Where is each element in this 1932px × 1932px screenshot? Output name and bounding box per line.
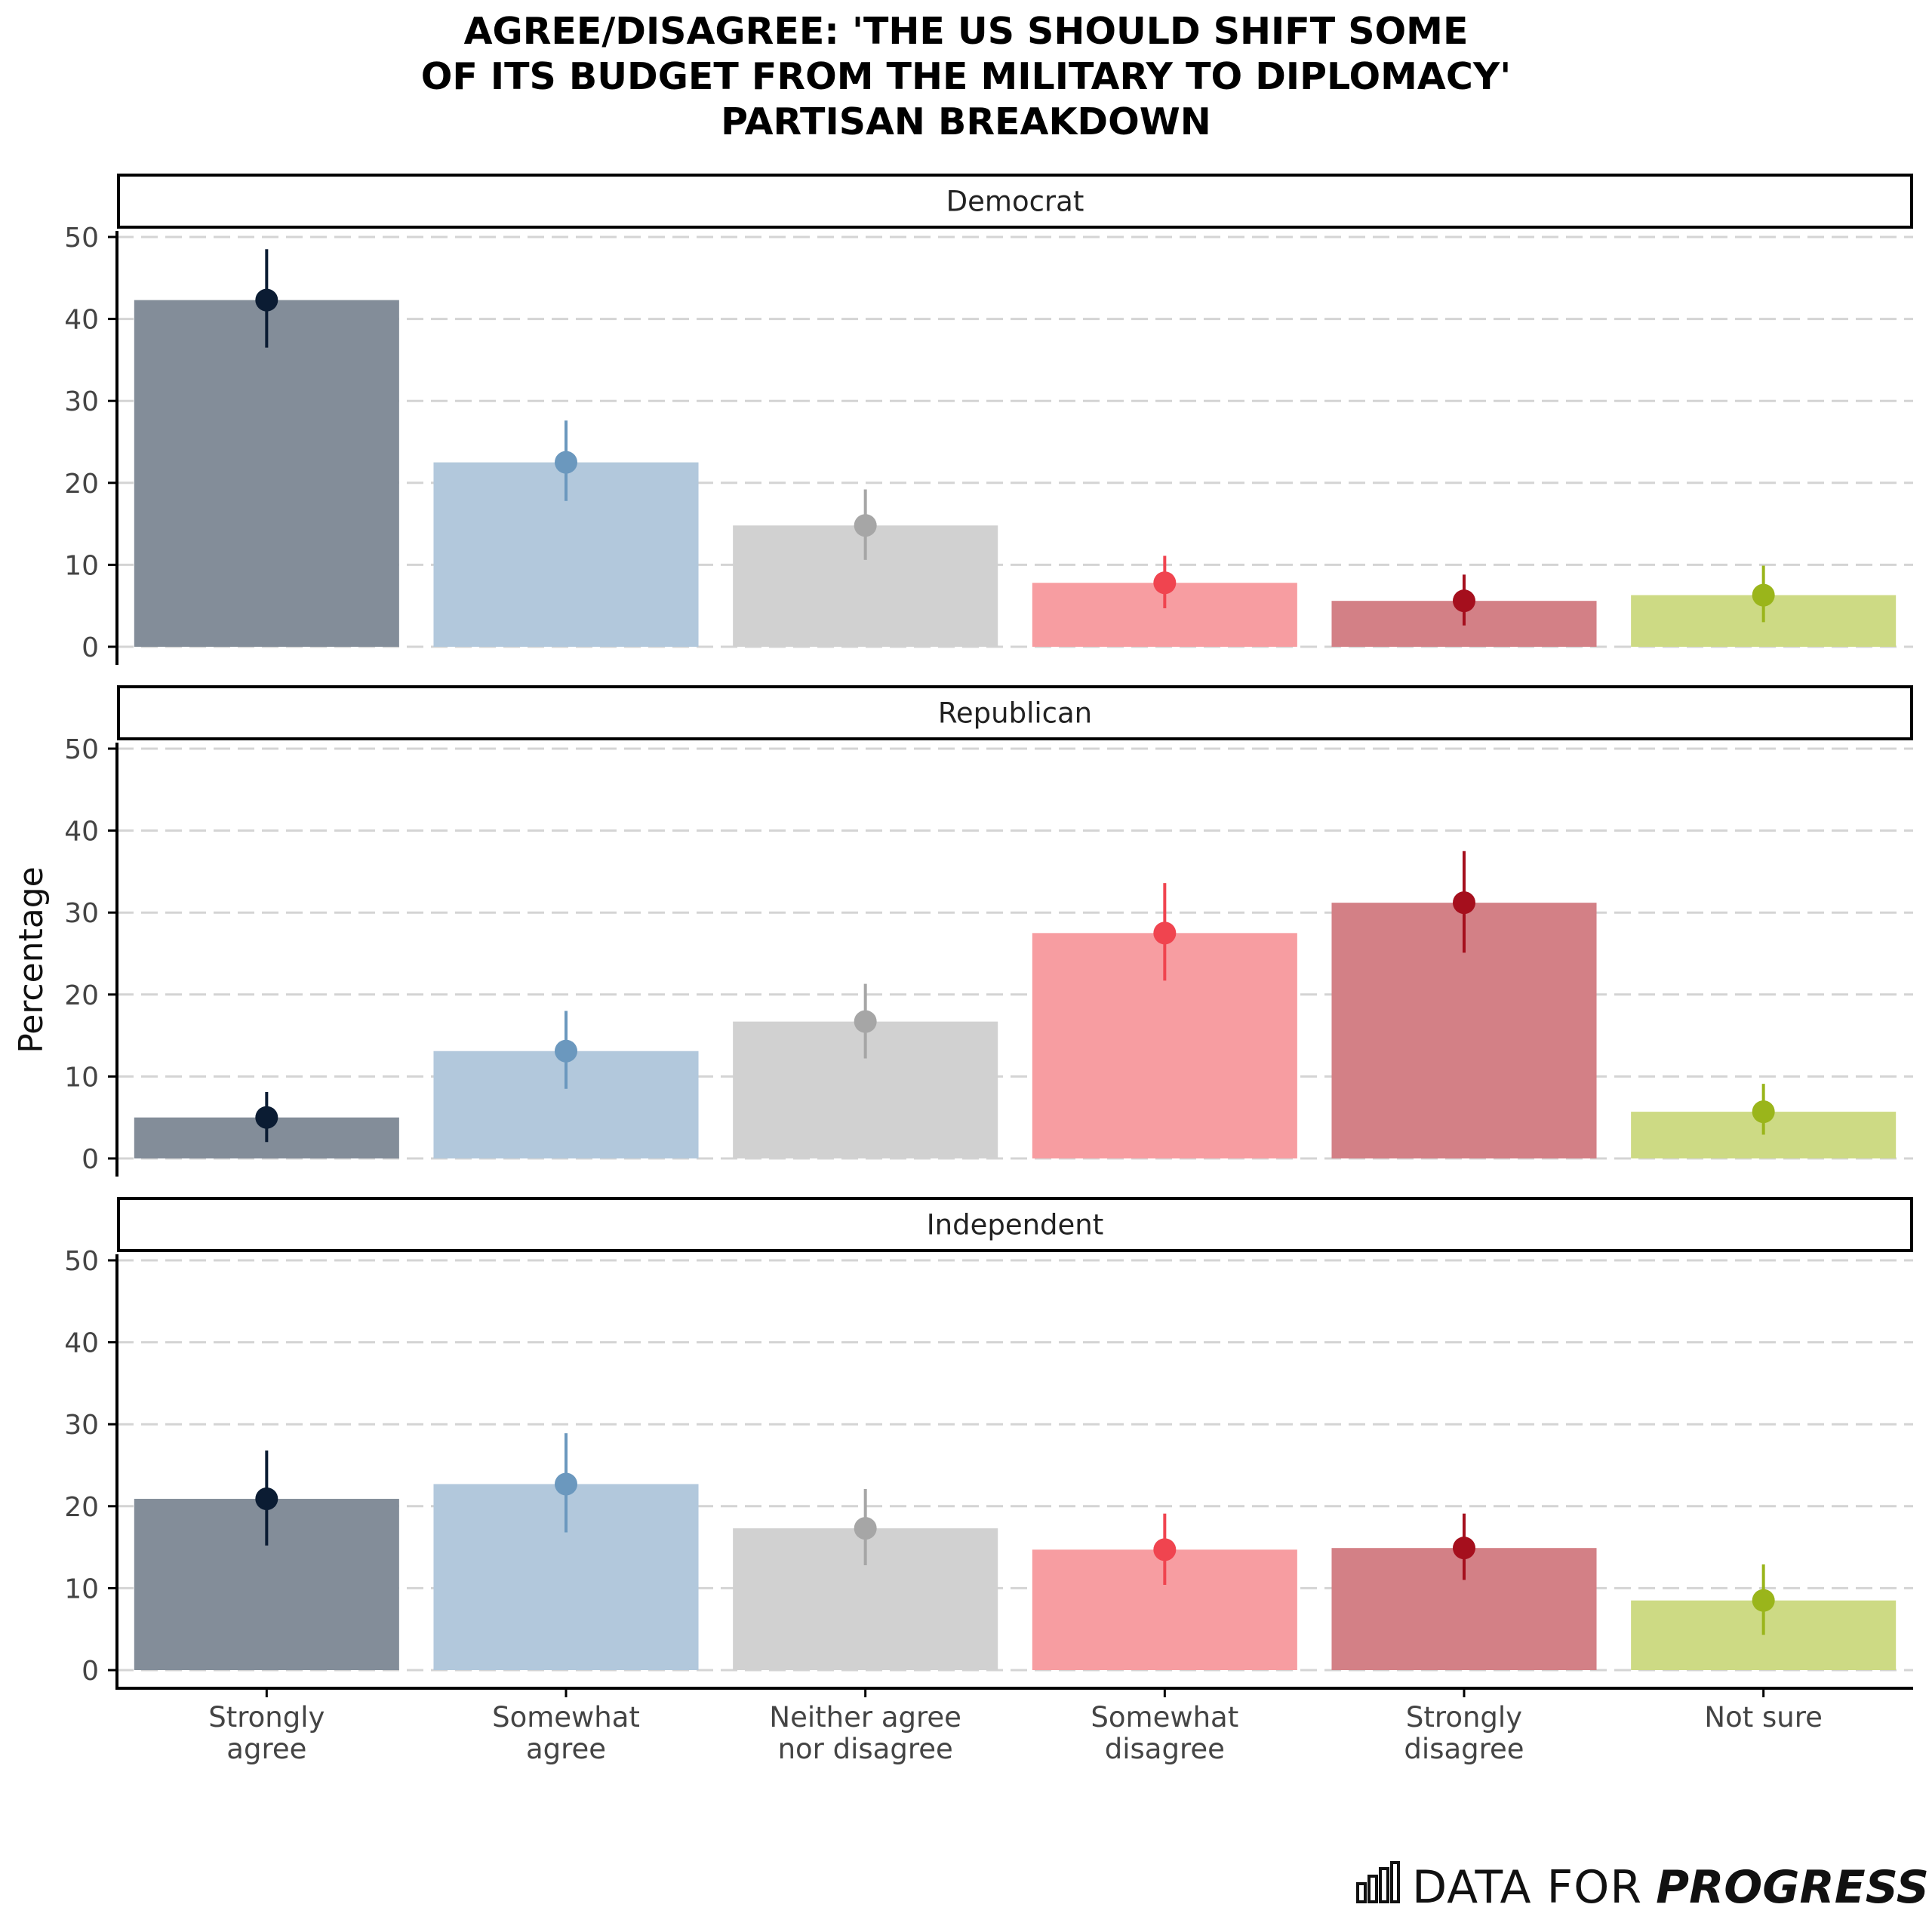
y-tick-label: 30 xyxy=(64,386,99,417)
y-tick-label: 10 xyxy=(64,1062,99,1093)
bar-chart-logo-icon xyxy=(1356,1860,1401,1915)
facet-label: Republican xyxy=(938,697,1092,730)
point xyxy=(555,1472,577,1496)
y-tick-label: 50 xyxy=(64,223,99,254)
point xyxy=(255,288,278,312)
point xyxy=(255,1106,278,1129)
y-tick-label: 10 xyxy=(64,550,99,581)
point xyxy=(1453,891,1475,915)
point xyxy=(1153,571,1177,595)
point xyxy=(255,1487,278,1511)
point xyxy=(1752,1589,1775,1612)
point xyxy=(1752,1100,1775,1124)
x-tick-label: Somewhat agree xyxy=(492,1701,640,1765)
bar xyxy=(134,300,399,647)
y-axis-title: Percentage xyxy=(12,866,51,1054)
point xyxy=(1153,921,1177,945)
point xyxy=(1153,1538,1177,1561)
facet-label: Democrat xyxy=(946,186,1084,218)
point xyxy=(555,1039,577,1063)
y-tick-label: 40 xyxy=(64,817,99,848)
y-tick-label: 50 xyxy=(64,734,99,765)
y-tick-label: 0 xyxy=(82,1144,99,1175)
x-tick-label: Not sure xyxy=(1704,1701,1822,1734)
facet-strip xyxy=(117,174,1913,229)
y-tick-label: 40 xyxy=(64,305,99,336)
brand-text-bold: PROGRESS xyxy=(1656,1861,1929,1914)
chart-title: AGREE/DISAGREE: 'THE US SHOULD SHIFT SOM… xyxy=(0,9,1932,145)
point xyxy=(1752,583,1775,607)
point xyxy=(854,514,877,537)
point xyxy=(555,451,577,474)
facet-strip xyxy=(117,685,1913,740)
y-tick-label: 30 xyxy=(64,1410,99,1441)
x-tick-label: Somewhat disagree xyxy=(1091,1701,1238,1765)
facet-strip xyxy=(117,1197,1913,1252)
y-tick-label: 10 xyxy=(64,1574,99,1604)
point xyxy=(1453,589,1475,613)
y-tick-label: 0 xyxy=(82,1656,99,1687)
y-tick-label: 20 xyxy=(64,1492,99,1523)
y-tick-label: 40 xyxy=(64,1328,99,1359)
brand-logo: DATA FOR PROGRESS xyxy=(1356,1857,1929,1918)
y-tick-label: 20 xyxy=(64,469,99,500)
y-tick-label: 0 xyxy=(82,632,99,663)
x-tick-label: Neither agree nor disagree xyxy=(769,1701,961,1765)
point xyxy=(854,1517,877,1540)
point xyxy=(854,1010,877,1033)
chart-title-line-1: AGREE/DISAGREE: 'THE US SHOULD SHIFT SOM… xyxy=(463,10,1469,53)
brand-text-light: DATA FOR xyxy=(1412,1861,1643,1914)
x-tick-label: Strongly disagree xyxy=(1404,1701,1524,1765)
chart-title-line-2: OF ITS BUDGET FROM THE MILITARY TO DIPLO… xyxy=(420,55,1512,98)
chart-title-line-3: PARTISAN BREAKDOWN xyxy=(721,100,1211,143)
y-tick-label: 50 xyxy=(64,1246,99,1277)
y-tick-label: 30 xyxy=(64,898,99,929)
x-tick-label: Strongly agree xyxy=(208,1701,325,1765)
facet-label: Independent xyxy=(927,1209,1104,1241)
point xyxy=(1453,1537,1475,1560)
y-tick-label: 20 xyxy=(64,980,99,1011)
